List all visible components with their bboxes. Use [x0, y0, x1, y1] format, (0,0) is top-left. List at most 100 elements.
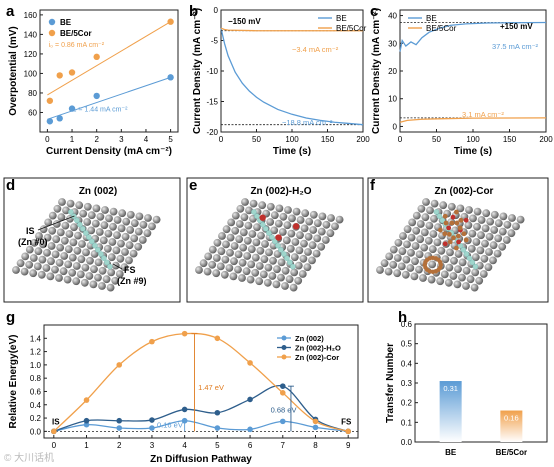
- zn-atom: [246, 275, 255, 284]
- zn-atom: [449, 272, 458, 280]
- zn-atom: [255, 262, 264, 270]
- zn-atom: [101, 206, 109, 214]
- data-point-0: [46, 118, 54, 125]
- legend-label-2: Zn (002)-Cor: [295, 353, 339, 362]
- y-tick-label: 0: [214, 6, 219, 15]
- zn-atom: [422, 198, 430, 206]
- zn-atom: [485, 248, 493, 256]
- zn-atom: [279, 212, 288, 221]
- y-axis-label: Current Density (mA cm⁻²): [371, 8, 382, 134]
- data-point-0: [214, 425, 221, 431]
- is-label-line2: (Zn #0): [18, 237, 48, 247]
- zn-atom: [453, 280, 462, 289]
- zn-atom: [57, 213, 66, 222]
- legend-label-1: Zn (002)-H₂O: [295, 344, 341, 353]
- x-axis-label: Time (s): [454, 146, 492, 157]
- y-tick-label: -10: [206, 67, 218, 76]
- zn-atom: [465, 206, 473, 214]
- diffusion-path-atom: [77, 221, 83, 228]
- zn-atom: [416, 220, 425, 228]
- zn-atom: [96, 212, 105, 221]
- zn-atom: [60, 252, 69, 260]
- diffusion-path-atom: [460, 247, 467, 253]
- zn-atom: [39, 240, 47, 249]
- zn-atom: [222, 240, 230, 249]
- zn-atom: [48, 226, 57, 235]
- zn-atom: [458, 273, 466, 282]
- zn-atom: [484, 263, 493, 272]
- diffusion-path-atom: [469, 259, 476, 266]
- zn-atom: [249, 199, 258, 208]
- data-point-2: [116, 362, 123, 368]
- zn-atom: [134, 227, 143, 236]
- zn-atom: [481, 239, 489, 248]
- zn-atom: [384, 267, 393, 276]
- zn-atom: [268, 272, 277, 280]
- zn-atom: [29, 254, 38, 262]
- zn-atom: [98, 266, 107, 275]
- zn-atom: [109, 222, 117, 231]
- zn-atom: [299, 254, 308, 263]
- zn-atom: [403, 240, 411, 249]
- zn-atom: [261, 240, 269, 248]
- zn-atom: [92, 204, 101, 213]
- zn-atom: [234, 265, 242, 274]
- x-tick-label: 100: [285, 135, 299, 144]
- x-tick-label: 3: [119, 135, 124, 144]
- data-point-2: [214, 335, 221, 342]
- zn-atom: [230, 257, 238, 266]
- zn-atom: [144, 214, 152, 222]
- zn-atom: [48, 211, 57, 220]
- zn-atom: [427, 275, 436, 284]
- zn-atom: [466, 275, 475, 284]
- x-tick-label: 200: [539, 135, 553, 144]
- zn-atom: [281, 282, 289, 290]
- x-tick-label: 150: [321, 135, 335, 144]
- zn-atom: [436, 277, 445, 286]
- zn-atom: [281, 266, 290, 275]
- zn-atom: [415, 250, 424, 259]
- structure-panel-e: Zn (002)-H₂O: [186, 177, 364, 303]
- diffusion-path-atom: [275, 242, 281, 249]
- zn-atom: [56, 228, 65, 237]
- zn-atom: [312, 249, 321, 258]
- zn-atom: [397, 262, 406, 271]
- zn-atom: [138, 236, 147, 244]
- zn-atom: [29, 269, 38, 278]
- coronene-atom: [457, 225, 463, 231]
- zn-atom: [116, 254, 125, 263]
- zn-atom: [498, 227, 507, 236]
- zn-atom: [393, 254, 402, 262]
- x-tick-label: 7: [281, 441, 286, 450]
- x-tick-label: 3: [150, 441, 155, 450]
- panel-label-a: a: [6, 3, 15, 20]
- zn-atom: [288, 214, 296, 223]
- zn-atom: [208, 260, 217, 269]
- data-point-0: [116, 425, 123, 431]
- zn-atom: [65, 230, 74, 238]
- zn-atom: [289, 283, 298, 292]
- zn-atom: [130, 234, 139, 243]
- zn-atom: [283, 221, 292, 230]
- x-tick-label: 100: [466, 135, 480, 144]
- is-label-line1: IS: [26, 226, 35, 236]
- coronene-atom: [443, 220, 449, 226]
- zn-atom: [247, 245, 256, 254]
- structure-panel-f: Zn (002)-Cor: [367, 177, 549, 303]
- zn-atom: [458, 258, 467, 267]
- zn-atom: [468, 229, 477, 238]
- zn-atom: [416, 235, 425, 244]
- zn-atom: [229, 272, 238, 281]
- zn-atom: [295, 246, 304, 255]
- zn-atom: [272, 280, 281, 289]
- zn-atom: [64, 245, 73, 254]
- zn-atom: [51, 265, 59, 274]
- zn-atom: [512, 222, 520, 231]
- coronene-atom: [442, 241, 448, 247]
- x-axis-label: Current Density (mA cm⁻²): [46, 146, 172, 157]
- zn-atom: [424, 236, 433, 245]
- y-tick-label: 0.1: [401, 418, 413, 427]
- zn-atom: [253, 223, 261, 232]
- zn-atom: [120, 263, 129, 272]
- zn-atom: [389, 245, 398, 254]
